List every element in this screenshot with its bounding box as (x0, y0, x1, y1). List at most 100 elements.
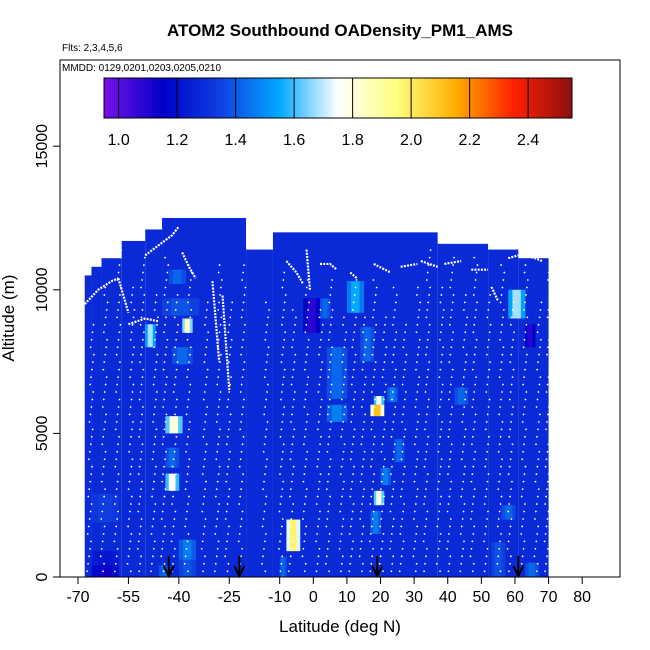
profile-dot (204, 518, 207, 520)
x-tick-label: -40 (167, 589, 190, 606)
profile-dot (319, 473, 322, 476)
profile-dot (523, 473, 526, 476)
profile-dot (353, 428, 356, 431)
profile-dot (462, 547, 464, 550)
profile-dot (153, 308, 156, 311)
y-axis-label: Altitude (m) (0, 275, 18, 362)
profile-dot (351, 376, 354, 378)
profile-dot (163, 465, 165, 468)
profile-dot (361, 435, 364, 438)
profile-dot (117, 443, 119, 446)
profile-dot (326, 480, 329, 483)
profile-dot (447, 473, 449, 476)
profile-dot (100, 480, 103, 483)
profile-dot (370, 525, 373, 528)
profile-dot (449, 286, 452, 289)
y-tick-label: 0 (34, 572, 51, 581)
profile-dot (218, 398, 221, 401)
profile-dot (202, 570, 204, 573)
profile-dot (116, 518, 119, 520)
profile-dot (161, 443, 164, 446)
data-cell (161, 565, 165, 577)
profile-dot (449, 316, 452, 319)
profile-dot (371, 353, 374, 356)
profile-dot (469, 555, 472, 558)
profile-dot (404, 331, 407, 334)
profile-dot (342, 323, 344, 326)
profile-dot (448, 562, 451, 565)
profile-dot (371, 450, 374, 453)
profile-dot (470, 480, 473, 483)
profile-dot (230, 308, 233, 311)
profile-dot (104, 353, 107, 356)
profile-dot (500, 264, 502, 266)
profile-dot (549, 323, 552, 326)
data-cell (152, 324, 156, 348)
profile-dot (171, 503, 174, 505)
profile-dot (547, 346, 549, 349)
profile-dot (525, 361, 527, 364)
profile-dot (227, 398, 230, 401)
profile-dot (115, 488, 118, 491)
profile-dot (153, 346, 156, 349)
profile-dot (374, 331, 377, 334)
profile-dot (239, 495, 242, 498)
profile-dot (537, 458, 540, 461)
profile-dot (390, 435, 393, 438)
profile-dot (425, 488, 427, 491)
profile-dot (501, 353, 504, 356)
profile-dot (218, 503, 220, 505)
profile-dot (402, 473, 405, 476)
latitude-arrow-head (371, 565, 384, 579)
profile-dot (240, 383, 243, 386)
profile-dot (263, 480, 265, 483)
profile-dot (460, 495, 463, 498)
latitude-arrow-head (512, 565, 525, 579)
profile-dot (525, 294, 527, 296)
profile-dot (508, 465, 511, 468)
profile-dot (472, 428, 475, 431)
profile-dot (449, 421, 452, 423)
profile-dot (136, 547, 139, 550)
profile-dot (115, 353, 118, 356)
profile-dot (91, 428, 94, 431)
profile-dot (264, 570, 267, 573)
profile-dot (466, 316, 469, 319)
profile-dot (385, 346, 388, 349)
profile-dot (140, 353, 142, 356)
profile-dot (153, 540, 156, 543)
profile-dot (140, 421, 142, 423)
data-cell (177, 347, 183, 365)
profile-dot (174, 376, 177, 378)
profile-dot (545, 458, 548, 461)
data-cell (527, 324, 531, 348)
profile-dot (282, 279, 285, 281)
data-cell (189, 298, 200, 316)
profile-dot (115, 391, 118, 393)
profile-dot (215, 421, 218, 423)
profile-dot (548, 368, 551, 371)
profile-dot (303, 570, 306, 573)
profile-dot (281, 518, 284, 520)
profile-dot (326, 413, 329, 416)
profile-dot (116, 480, 119, 483)
profile-dot (302, 510, 305, 513)
profile-dot (290, 383, 293, 386)
profile-dot (188, 353, 191, 356)
profile-dot (290, 480, 293, 483)
profile-dot (403, 338, 406, 341)
profile-dot (373, 301, 376, 304)
profile-dot (187, 331, 190, 334)
profile-dot (360, 540, 363, 543)
profile-dot (488, 368, 491, 371)
profile-dot (264, 368, 267, 371)
profile-dot (354, 323, 357, 326)
profile-dot (472, 398, 475, 401)
profile-dot (117, 308, 119, 311)
profile-dot (186, 473, 189, 476)
profile-dot (294, 353, 297, 356)
x-tick-label: 0 (309, 589, 318, 606)
profile-dot (279, 570, 282, 573)
profile-dot (461, 518, 464, 520)
profile-dot (186, 540, 189, 543)
